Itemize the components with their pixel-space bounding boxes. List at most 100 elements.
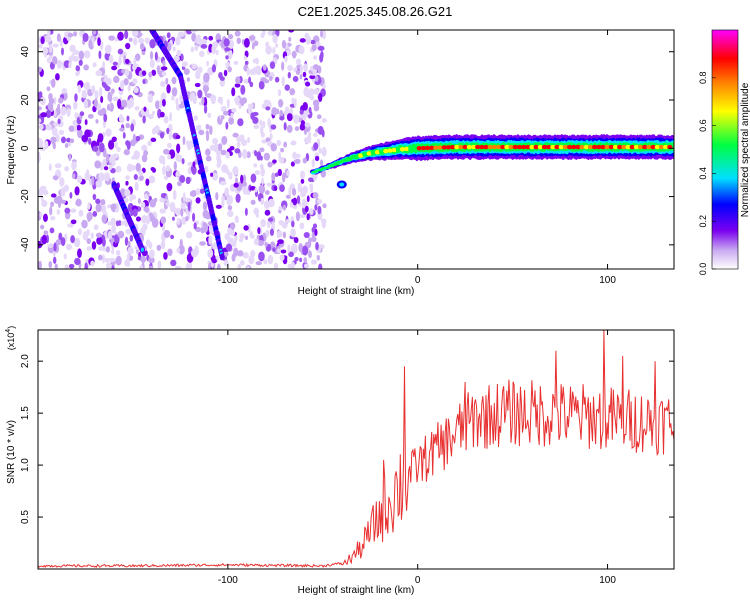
heatmap-noise-cell — [265, 229, 270, 238]
heatmap-noise-cell — [211, 172, 219, 181]
heatmap-noise-cell — [176, 49, 182, 57]
heatmap-noise-cell — [130, 123, 135, 132]
heatmap-noise-cell — [312, 223, 317, 229]
heatmap-noise-cell — [271, 107, 278, 116]
heatmap-noise-cell — [98, 254, 103, 261]
heatmap-noise-cell — [102, 158, 107, 167]
heatmap-noise-cell — [182, 136, 186, 146]
heatmap-noise-cell — [278, 99, 284, 108]
heatmap-trace-peak — [621, 144, 627, 150]
heatmap-noise-cell — [98, 50, 102, 60]
heatmap-trace-peak — [583, 144, 589, 150]
heatmap-noise-cell — [120, 220, 124, 226]
heatmap-main-trace — [309, 134, 674, 189]
heatmap-trace-peak — [374, 150, 381, 155]
heatmap-noise-cell — [64, 207, 71, 214]
heatmap-trace-peak — [424, 145, 431, 151]
heatmap-noise-cell — [299, 109, 304, 115]
heatmap-noise-cell — [200, 39, 208, 45]
heatmap-noise-cell — [263, 152, 271, 161]
heatmap-noise-cell — [303, 86, 310, 97]
heatmap-noise-cell — [290, 229, 296, 238]
snr-y-tick-label: 2.0 — [20, 354, 31, 368]
heatmap-trace-peak — [525, 144, 531, 150]
heatmap-noise-cell — [119, 80, 125, 90]
heatmap-noise-cell — [291, 97, 295, 104]
heatmap-noise-cell — [304, 122, 311, 128]
heatmap-noise-cell — [54, 163, 62, 169]
heatmap-noise-cell — [113, 75, 120, 84]
heatmap-noise-cell — [42, 46, 49, 56]
snr-x-tick-label: 100 — [599, 575, 616, 586]
heatmap-trace-peak — [404, 146, 410, 152]
heatmap-noise-cell — [320, 30, 323, 38]
heatmap-noise-cell — [221, 135, 228, 145]
heatmap-noise-cell — [49, 43, 53, 54]
heatmap-noise-cell — [68, 153, 72, 162]
heatmap-noise-cell — [308, 177, 314, 183]
heatmap-noise-cell — [38, 106, 42, 111]
heatmap-noise-cell — [111, 136, 117, 143]
heatmap-noise-cell — [254, 150, 258, 157]
heatmap-trace-peak — [429, 145, 435, 151]
heatmap-noise-cell — [225, 151, 230, 159]
heatmap-noise-cell — [271, 221, 275, 230]
heatmap-noise-cell — [303, 263, 309, 269]
heatmap-noise-cell — [291, 243, 298, 254]
heatmap-trace-peak — [454, 144, 460, 150]
heatmap-trace-peak — [445, 145, 452, 150]
heatmap-noise-cell — [175, 36, 181, 46]
heatmap-noise-cell — [165, 77, 169, 85]
heatmap-noise-cell — [287, 64, 293, 72]
heatmap-noise-cell — [137, 198, 141, 204]
colorbar-ticks: 0.0 0.2 0.4 0.6 0.8 — [698, 72, 716, 275]
heatmap-noise-cell — [232, 166, 239, 176]
heatmap-noise-cell — [73, 237, 81, 248]
heatmap-noise-cell — [47, 102, 54, 110]
heatmap-noise-cell — [251, 42, 255, 50]
snr-series-line — [38, 330, 674, 569]
heatmap-noise-cell — [273, 185, 278, 192]
heatmap-noise-cell — [291, 220, 295, 228]
heatmap-noise-cell — [111, 225, 117, 234]
heatmap-noise-cell — [151, 167, 157, 173]
heatmap-trace-peak — [633, 144, 640, 150]
heatmap-noise-cell — [117, 230, 125, 239]
heatmap-noise-cell — [289, 88, 296, 96]
heatmap-noise-cell — [75, 65, 80, 72]
heatmap-noise-cell — [87, 113, 94, 119]
heatmap-noise-cell — [45, 123, 53, 131]
heatmap-trace-peak — [383, 148, 389, 154]
heatmap-noise-cell — [265, 106, 271, 111]
heatmap-noise-cell — [95, 70, 103, 77]
heatmap-noise-cell — [308, 106, 312, 114]
heatmap-noise-cell — [86, 246, 93, 251]
heatmap-noise-cell — [77, 228, 82, 236]
heatmap-trace-peak — [529, 144, 535, 150]
heatmap-noise-cell — [149, 51, 154, 60]
heatmap-noise-cell — [81, 134, 89, 143]
heatmap-noise-cell — [187, 143, 192, 151]
heatmap-noise-cell — [199, 50, 205, 58]
heatmap-noise-cell — [51, 78, 56, 88]
heatmap-noise-cell — [68, 61, 72, 69]
heatmap-noise-cell — [161, 71, 167, 77]
heatmap-noise-cell — [159, 111, 165, 118]
heatmap-noise-cell — [273, 262, 278, 269]
heatmap-noise-cell — [103, 172, 111, 182]
heatmap-noise-cell — [226, 200, 231, 206]
heatmap-noise-cell — [260, 219, 267, 228]
heatmap-noise-cell — [104, 85, 111, 92]
heatmap-noise-cell — [284, 84, 290, 91]
heatmap-x-ticks: -100 0 100 — [218, 30, 616, 286]
heatmap-noise-cell — [220, 115, 225, 120]
heatmap-noise-cell — [212, 242, 218, 250]
heatmap-noise-cell — [272, 159, 277, 164]
heatmap-noise-cell — [281, 39, 287, 49]
heatmap-trace-blob-core — [339, 182, 345, 187]
heatmap-noise-cell — [64, 142, 69, 148]
heatmap-noise-cell — [145, 215, 151, 225]
heatmap-noise-cell — [74, 93, 78, 102]
heatmap-noise-cell — [111, 249, 115, 255]
heatmap-noise-cell — [70, 235, 75, 244]
